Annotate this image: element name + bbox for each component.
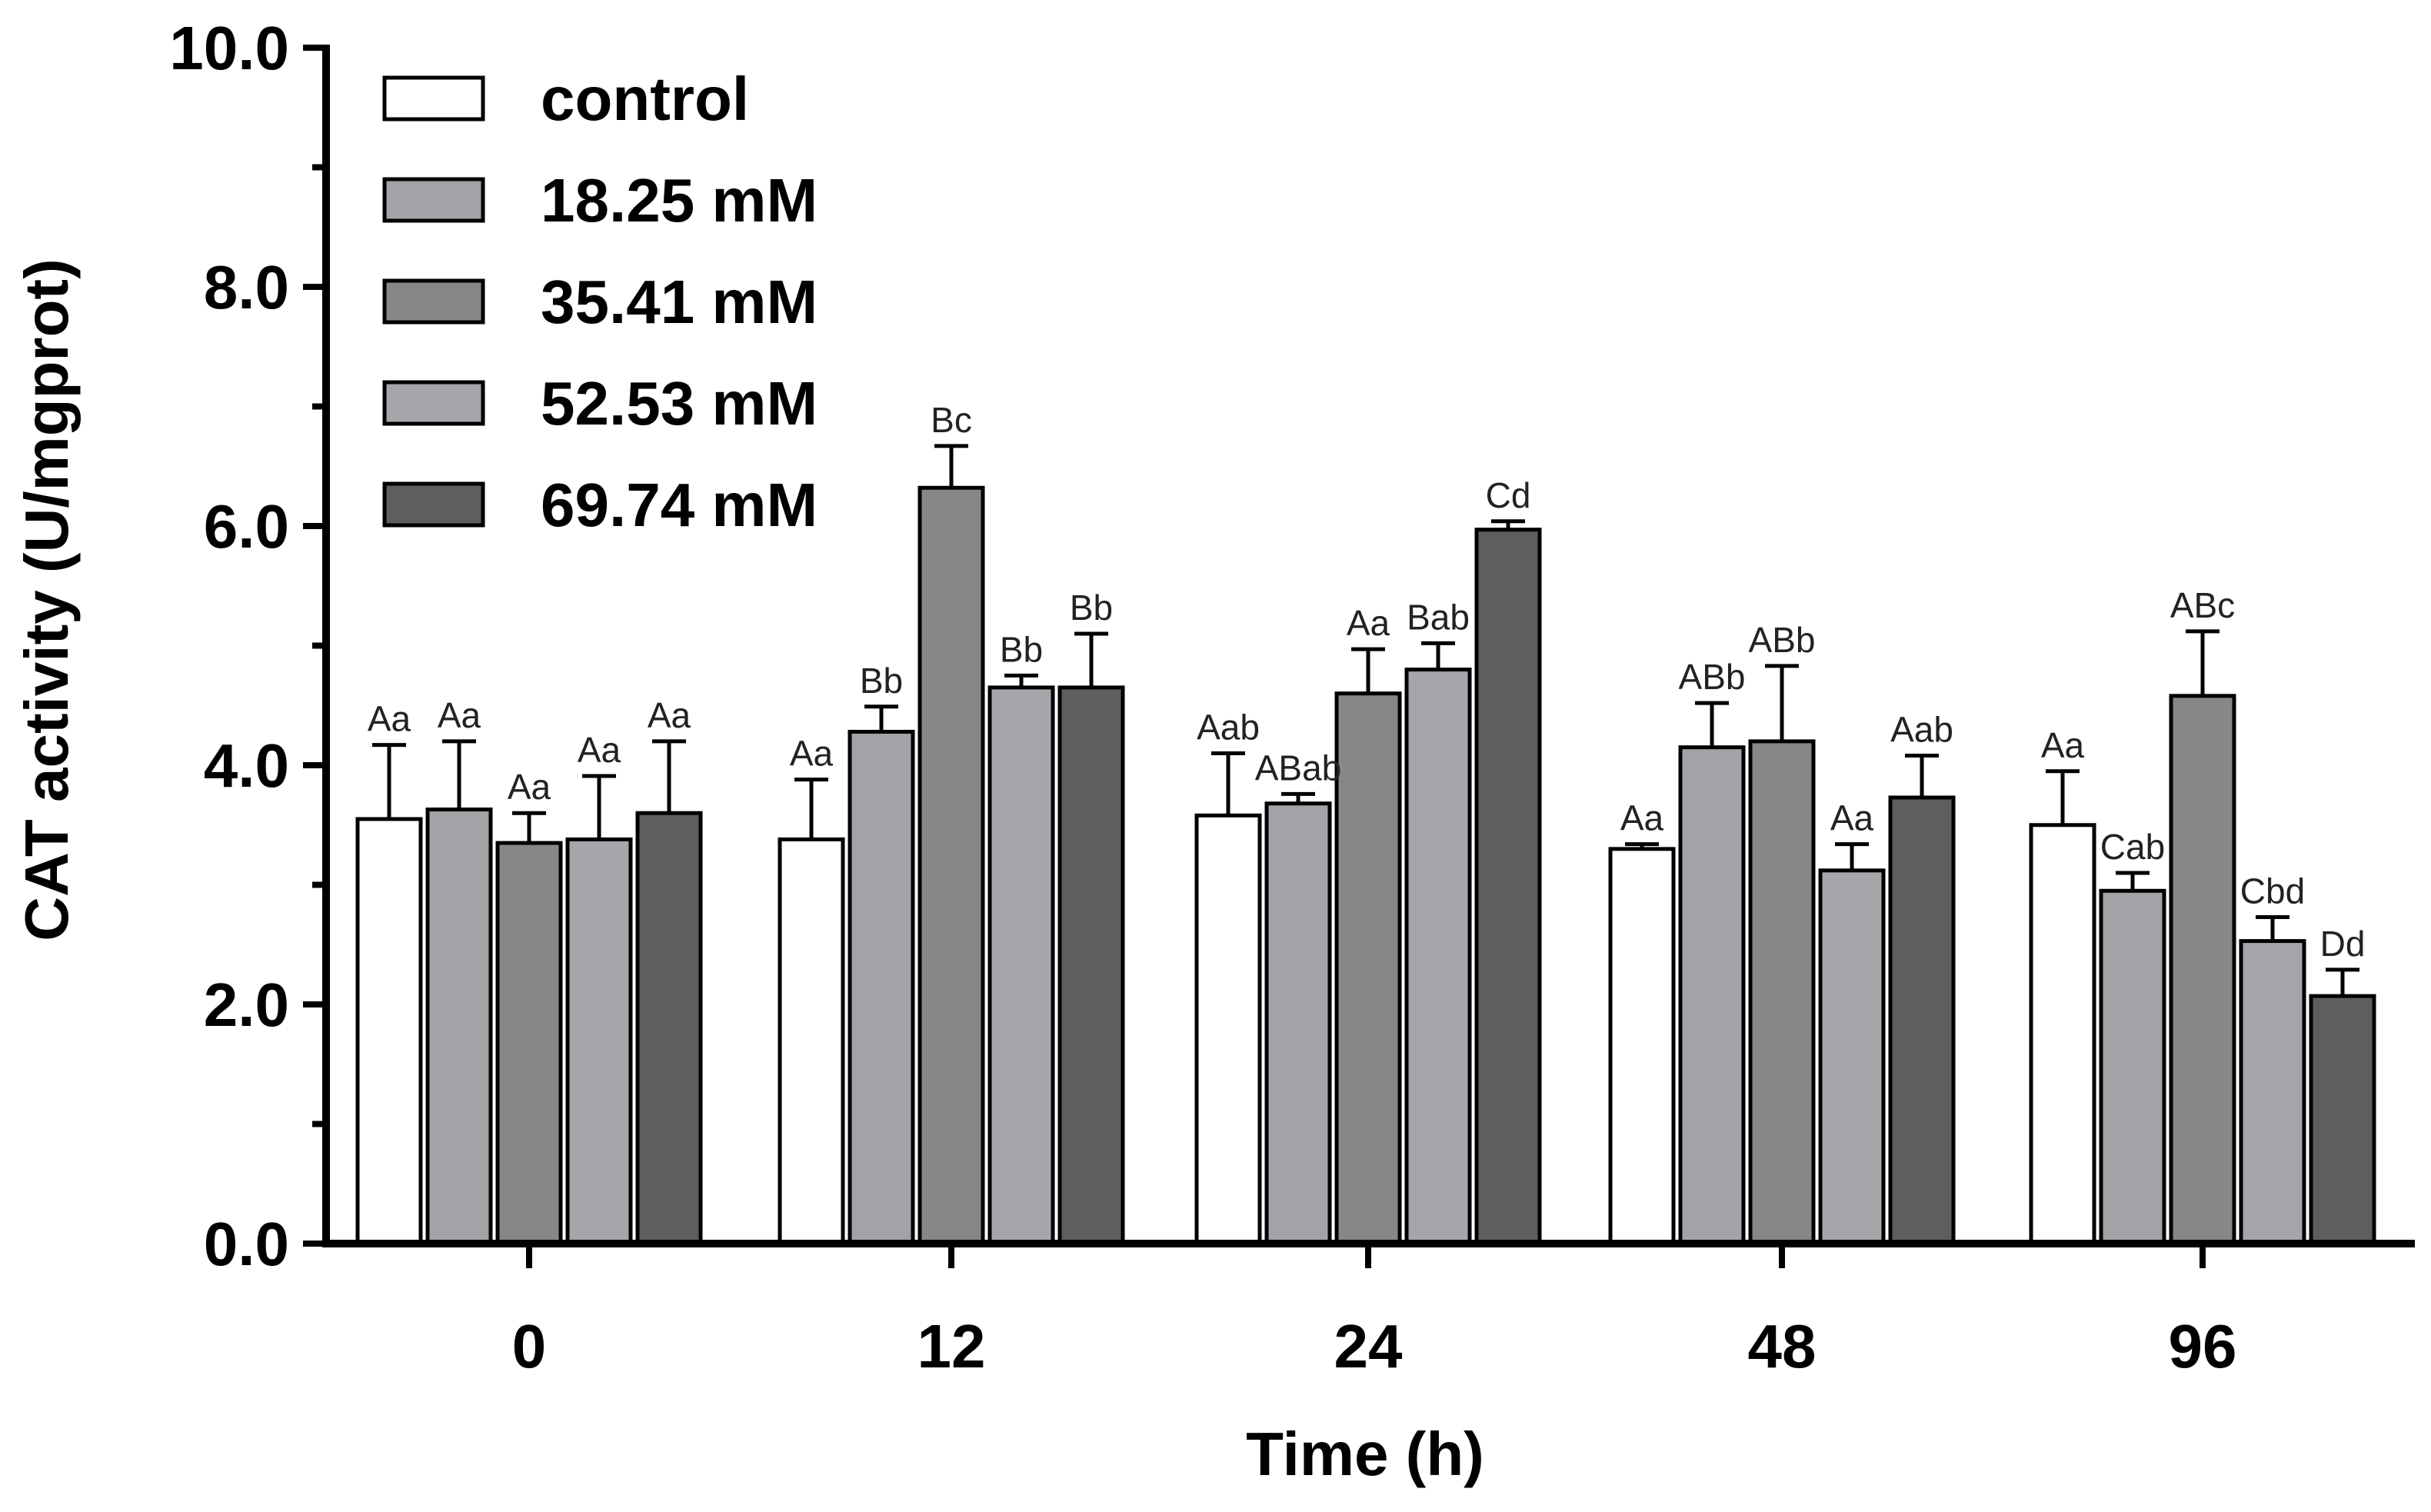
legend-swatch <box>382 177 485 223</box>
bar-label: ABb <box>1749 620 1816 660</box>
bar-label: ABb <box>1679 657 1746 697</box>
legend: control 18.25 mM 35.41 mM 52.53 mM 69.74 mM <box>382 65 818 539</box>
bar <box>565 837 633 1246</box>
legend-label: control <box>541 65 749 133</box>
bar <box>917 485 985 1246</box>
bar-label: Bb <box>1000 629 1043 669</box>
bar-labels-layer: Aa Aa Aab Aa Aa Aa Bb ABab ABb Cab Aa Bc Aa ABb ABc Aa B… <box>368 400 2366 964</box>
errorbars-layer <box>372 444 2359 997</box>
bar <box>1404 668 1472 1246</box>
legend-label: 69.74 mM <box>541 471 818 539</box>
bar-label: Aa <box>1347 603 1390 643</box>
bar-label: Dd <box>2320 924 2366 964</box>
x-axis-title: Time (h) <box>1246 1420 1484 1488</box>
bar <box>1678 745 1746 1246</box>
y-tick-label: 0.0 <box>204 1210 289 1278</box>
bar-label: Aa <box>438 695 481 735</box>
bar <box>1748 739 1816 1246</box>
bar <box>1888 795 1956 1246</box>
bar-label: Bb <box>860 661 903 701</box>
bar-label: Aa <box>2041 725 2085 765</box>
bar-label: Aab <box>1197 707 1260 747</box>
bar-label: Cbd <box>2240 871 2305 911</box>
bar-label: Bb <box>1070 588 1113 628</box>
legend-swatch <box>382 481 485 528</box>
bar-label: ABab <box>1255 748 1342 788</box>
x-tick-label: 0 <box>512 1312 547 1380</box>
legend-swatch <box>382 75 485 122</box>
bar-label: Aa <box>648 695 691 735</box>
bar-label: Aa <box>508 767 551 807</box>
bar-label: Aa <box>578 730 621 770</box>
bar <box>1057 685 1125 1246</box>
bar <box>2309 994 2376 1246</box>
bar <box>635 811 703 1246</box>
bar-label: Cd <box>1486 475 1531 515</box>
legend-label: 52.53 mM <box>541 369 818 438</box>
bar <box>495 841 563 1246</box>
legend-label: 35.41 mM <box>541 268 818 336</box>
bar <box>2029 823 2096 1246</box>
bar-label: ABc <box>2170 585 2235 625</box>
bar <box>778 837 845 1246</box>
y-tick-label: 8.0 <box>204 253 289 321</box>
axes-layer: 0.0 2.0 4.0 6.0 8.0 10.0 0 12 24 48 96 <box>169 14 2415 1380</box>
bar <box>1334 691 1402 1246</box>
bar-label: Cab <box>2100 827 2165 867</box>
legend-swatch <box>382 380 485 426</box>
bar <box>1608 847 1676 1246</box>
bar <box>2099 888 2166 1246</box>
bar-label: Aa <box>790 734 834 774</box>
bar-label: Bc <box>931 400 972 440</box>
bar <box>1474 528 1542 1246</box>
bar <box>848 729 915 1246</box>
bar <box>1264 801 1332 1246</box>
bar <box>987 685 1055 1246</box>
x-tick-label: 24 <box>1334 1312 1403 1380</box>
y-axis-title: CAT activity (U/mgprot) <box>12 258 81 941</box>
legend-swatch <box>382 278 485 325</box>
bar-label: Aa <box>1620 798 1664 838</box>
y-tick-label: 2.0 <box>204 971 289 1039</box>
bar <box>2169 694 2236 1246</box>
bars-layer <box>355 485 2376 1246</box>
bar <box>1194 813 1262 1246</box>
bar <box>425 808 493 1246</box>
y-tick-label: 4.0 <box>204 731 289 800</box>
x-tick-label: 12 <box>917 1312 986 1380</box>
bar <box>2239 939 2306 1246</box>
x-tick-label: 96 <box>2169 1312 2237 1380</box>
bar-label: Aa <box>1830 798 1874 838</box>
bar-label: Aa <box>368 699 411 739</box>
bar-label: Aab <box>1890 710 1953 750</box>
bar-label: Bab <box>1407 597 1470 637</box>
legend-label: 18.25 mM <box>541 166 818 235</box>
x-tick-label: 48 <box>1748 1312 1817 1380</box>
y-tick-label: 6.0 <box>204 492 289 561</box>
bar <box>355 817 423 1246</box>
y-tick-label: 10.0 <box>169 14 289 82</box>
bar <box>1818 868 1886 1246</box>
